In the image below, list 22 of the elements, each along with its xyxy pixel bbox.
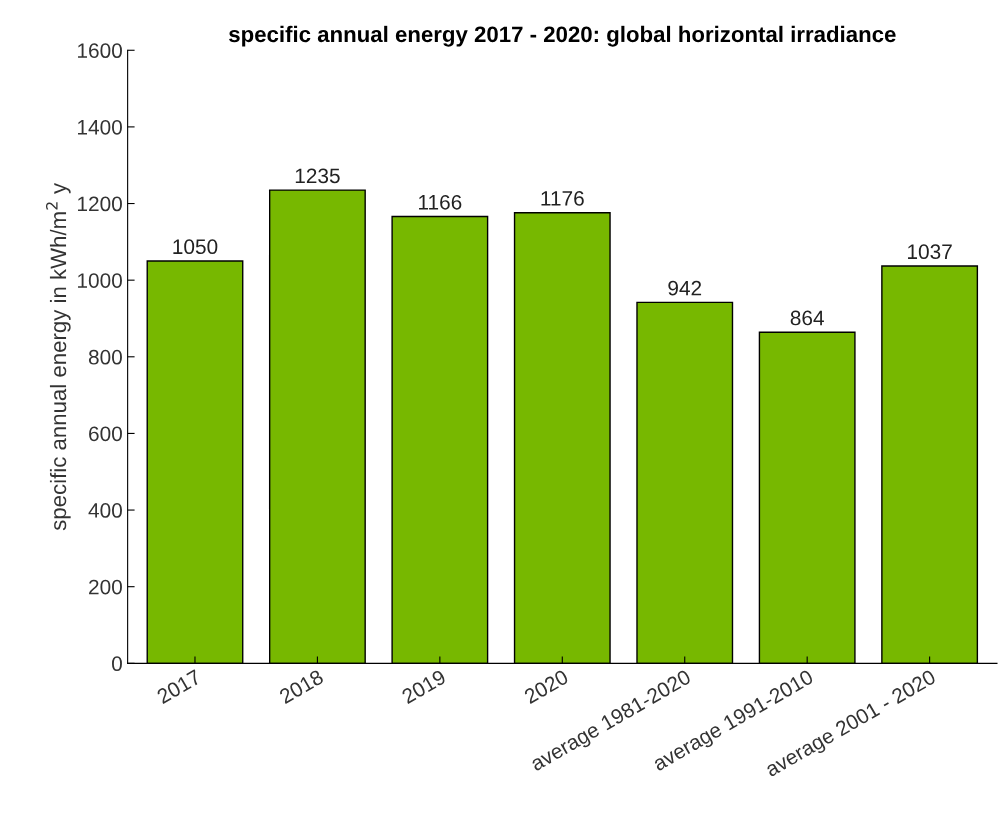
y-tick-label: 600 xyxy=(89,426,122,442)
y-tick-label: 1200 xyxy=(78,196,122,212)
y-tick-label: 200 xyxy=(89,579,122,595)
data-label: 1050 xyxy=(173,239,218,255)
x-tick-label: 2020 xyxy=(523,669,570,705)
y-tick-label: 1000 xyxy=(78,273,122,288)
y-axis-title: specific annual energy in kWh/m$^{2}$ y xyxy=(45,182,71,531)
y-tick-label: 1600 xyxy=(78,43,122,59)
data-label: 1037 xyxy=(908,244,952,260)
y-tick-label: 400 xyxy=(88,503,122,518)
data-label: 1176 xyxy=(541,191,584,206)
data-label: 1166 xyxy=(419,194,462,210)
x-tick-label: 2017 xyxy=(156,669,202,705)
x-tick-label: 2018 xyxy=(278,669,325,705)
x-tick-label: 2019 xyxy=(400,669,447,705)
data-label: 942 xyxy=(668,280,702,296)
y-tick-label: 0 xyxy=(112,656,122,672)
data-label: 1235 xyxy=(295,168,340,184)
data-label: 864 xyxy=(790,310,824,326)
chart-title: specific annual energy 2017 - 2020: global horizontal irradiance xyxy=(229,25,896,47)
y-tick-label: 1400 xyxy=(78,119,122,135)
y-tick-label: 800 xyxy=(88,349,122,365)
